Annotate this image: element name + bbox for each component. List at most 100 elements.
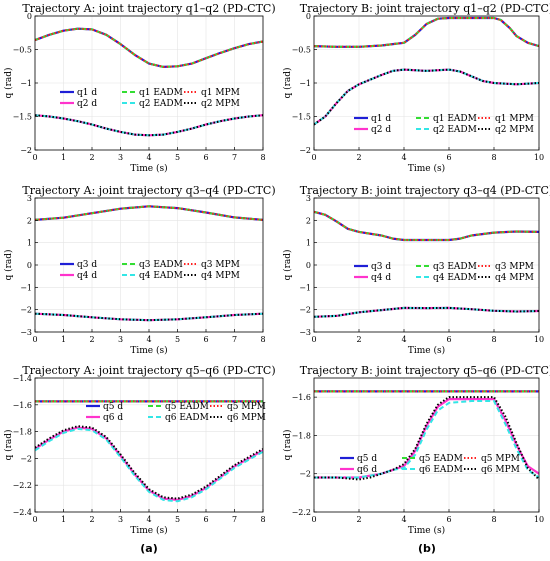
x-tick-label: 4 xyxy=(401,153,406,162)
legend-entry: q1 MPM xyxy=(495,114,534,124)
y-tick-label: 0 xyxy=(27,12,32,21)
panel-label-a: (a) xyxy=(140,542,157,555)
x-tick-label: 8 xyxy=(260,335,265,344)
series-line xyxy=(314,400,539,479)
x-tick-label: 10 xyxy=(534,515,544,524)
x-tick-label: 2 xyxy=(89,153,94,162)
y-tick-label: −2 xyxy=(299,306,311,315)
legend-entry: q3 d xyxy=(77,260,97,270)
series-line xyxy=(35,205,263,221)
x-tick-label: 2 xyxy=(356,153,361,162)
x-axis-label: Time (s) xyxy=(130,163,167,174)
series-line xyxy=(35,312,263,322)
x-tick-label: 2 xyxy=(356,515,361,524)
y-tick-label: −1 xyxy=(299,79,311,88)
series-line xyxy=(35,312,263,322)
x-tick-label: 1 xyxy=(61,335,66,344)
legend-entry: q3 MPM xyxy=(201,260,240,270)
x-tick-label: 1 xyxy=(61,153,66,162)
y-tick-label: −1.6 xyxy=(13,401,32,410)
plot-frame xyxy=(313,377,540,513)
legend-entry: q3 EADM xyxy=(139,260,183,270)
legend-entry: q1 d xyxy=(77,88,97,98)
legend-entry: q5 d xyxy=(103,402,123,412)
y-tick-label: −2 xyxy=(20,454,32,463)
chart-title: Trajectory A: joint trajectory q1–q2 (PD… xyxy=(22,2,275,15)
legend-entry: q3 d xyxy=(371,262,391,272)
legend-entry: q4 d xyxy=(371,273,391,283)
y-tick-label: −1.8 xyxy=(13,428,32,437)
x-tick-label: 7 xyxy=(232,153,237,162)
y-tick-label: 1 xyxy=(306,239,311,248)
series-line xyxy=(314,210,539,241)
chart-title: Trajectory A: joint trajectory q3–q4 (PD… xyxy=(22,184,275,197)
x-axis-label: Time (s) xyxy=(130,345,167,356)
legend-entry: q1 d xyxy=(371,114,391,124)
y-axis-label: q (rad) xyxy=(282,249,293,280)
y-tick-label: −1.5 xyxy=(292,113,311,122)
legend-entry: q1 EADM xyxy=(433,114,477,124)
x-tick-label: 2 xyxy=(356,335,361,344)
y-axis-label: q (rad) xyxy=(282,67,293,98)
x-axis-label: Time (s) xyxy=(408,525,445,536)
legend-entry: q6 d xyxy=(103,413,123,423)
y-tick-label: −3 xyxy=(299,328,311,337)
x-tick-label: 2 xyxy=(89,515,94,524)
chart-3: Trajectory A: joint trajectory q3–q4 (PD… xyxy=(3,184,276,356)
legend: q3 d q3 EADM q3 MPM q4 d q4 EADM q4 MPM xyxy=(60,260,240,281)
legend: q5 d q5 EADM q5 MPM q6 d q6 EADM q6 MPM xyxy=(86,402,266,423)
legend-entry: q4 MPM xyxy=(495,273,534,283)
series-line xyxy=(314,210,539,241)
y-tick-label: 0 xyxy=(306,261,311,270)
legend: q3 d q3 EADM q3 MPM q4 d q4 EADM q4 MPM xyxy=(354,262,534,283)
series-line xyxy=(314,396,539,481)
series-line xyxy=(314,306,539,318)
legend-entry: q3 EADM xyxy=(433,262,477,272)
x-tick-label: 7 xyxy=(232,335,237,344)
legend-entry: q2 EADM xyxy=(433,125,477,135)
y-tick-label: −1.8 xyxy=(292,431,311,440)
legend-entry: q2 MPM xyxy=(495,125,534,135)
x-tick-label: 8 xyxy=(260,153,265,162)
series-line xyxy=(314,68,539,126)
x-tick-label: 6 xyxy=(203,515,208,524)
y-tick-label: −0.5 xyxy=(13,46,32,55)
legend-entry: q5 EADM xyxy=(419,454,463,464)
series-line xyxy=(314,306,539,318)
x-tick-label: 8 xyxy=(260,515,265,524)
x-axis-label: Time (s) xyxy=(408,163,445,174)
x-tick-label: 3 xyxy=(118,335,123,344)
y-tick-label: 1 xyxy=(27,239,32,248)
y-tick-label: −2 xyxy=(299,470,311,479)
x-tick-label: 10 xyxy=(534,153,544,162)
legend-entry: q2 EADM xyxy=(139,99,183,109)
legend-entry: q6 MPM xyxy=(227,413,266,423)
x-axis-label: Time (s) xyxy=(130,525,167,536)
chart-title: Trajectory B: joint trajectory q3–q4 (PD… xyxy=(300,184,550,197)
y-tick-label: −1 xyxy=(20,79,32,88)
y-tick-label: −2 xyxy=(20,306,32,315)
series-line xyxy=(314,210,539,242)
x-tick-label: 10 xyxy=(534,335,544,344)
chart-4: Trajectory B: joint trajectory q3–q4 (PD… xyxy=(282,184,550,356)
x-axis-label: Time (s) xyxy=(408,345,445,356)
y-tick-label: −1.6 xyxy=(292,393,311,402)
x-tick-label: 4 xyxy=(401,335,406,344)
legend-entry: q4 EADM xyxy=(433,273,477,283)
y-tick-label: 2 xyxy=(306,216,311,225)
chart-title: Trajectory B: joint trajectory q1–q2 (PD… xyxy=(300,2,550,15)
chart-6: Trajectory B: joint trajectory q5–q6 (PD… xyxy=(282,364,550,536)
y-tick-label: −2.2 xyxy=(292,508,311,517)
legend: q5 d q5 EADM q5 MPM q6 d q6 EADM q6 MPM xyxy=(340,454,520,475)
legend-entry: q5 MPM xyxy=(227,402,266,412)
series-line xyxy=(314,17,539,48)
legend-entry: q3 MPM xyxy=(495,262,534,272)
y-tick-label: −2.4 xyxy=(13,508,32,517)
legend-entry: q2 MPM xyxy=(201,99,240,109)
x-tick-label: 2 xyxy=(89,335,94,344)
legend-entry: q4 EADM xyxy=(139,271,183,281)
y-tick-label: −2 xyxy=(299,146,311,155)
x-tick-label: 0 xyxy=(311,153,316,162)
legend-entry: q1 MPM xyxy=(201,88,240,98)
